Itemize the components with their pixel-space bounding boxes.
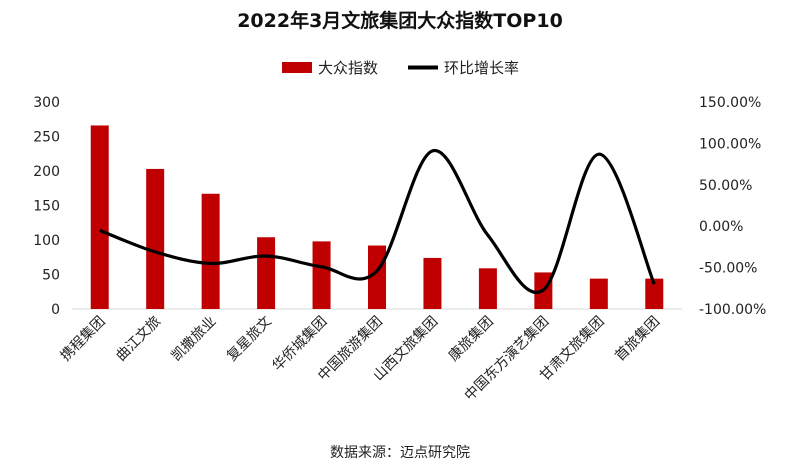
legend: 大众指数 环比增长率 — [282, 59, 519, 77]
x-tick-label: 康旅集团 — [445, 313, 497, 365]
right-tick-label: -50.00% — [699, 261, 757, 277]
left-tick-label: 0 — [51, 302, 60, 318]
x-tick-label: 凯撒旅业 — [169, 314, 220, 365]
left-tick-label: 250 — [33, 130, 60, 146]
x-tick-label: 复星旅文 — [223, 313, 275, 365]
source-note: 数据来源：迈点研究院 — [330, 445, 470, 461]
left-tick-label: 200 — [33, 164, 60, 180]
bar — [90, 125, 109, 310]
bar — [201, 193, 220, 309]
bar — [257, 237, 276, 309]
bar — [146, 168, 165, 309]
x-tick-label: 首旅集团 — [611, 313, 663, 365]
legend-swatch-bar — [282, 62, 312, 73]
legend-label-line: 环比增长率 — [444, 59, 519, 77]
growth-rate-line — [99, 149, 656, 294]
right-tick-label: 100.00% — [699, 136, 761, 152]
bar — [368, 245, 386, 309]
right-tick-label: -100.00% — [699, 302, 766, 318]
left-tick-label: 300 — [33, 95, 60, 111]
chart-title: 2022年3月文旅集团大众指数TOP10 — [237, 9, 563, 32]
legend-label-bar: 大众指数 — [318, 59, 378, 77]
bar — [423, 257, 442, 309]
x-tick-label: 携程集团 — [57, 313, 109, 365]
right-tick-label: 0.00% — [699, 219, 743, 235]
left-axis-ticks: 0 50 100 150 200 250 300 — [33, 95, 60, 318]
right-tick-label: 150.00% — [699, 95, 761, 111]
bar — [478, 268, 497, 309]
left-tick-label: 50 — [42, 268, 60, 284]
bar-series — [90, 125, 664, 310]
line-series — [99, 149, 656, 294]
x-tick-label: 华侨城集团 — [269, 313, 331, 375]
bar — [312, 241, 331, 309]
left-tick-label: 100 — [33, 233, 60, 249]
right-tick-label: 50.00% — [699, 178, 752, 194]
left-tick-label: 150 — [33, 199, 60, 215]
bar — [589, 278, 608, 309]
right-axis-ticks: -100.00% -50.00% 0.00% 50.00% 100.00% 150.00% — [699, 95, 766, 318]
x-tick-label: 曲江文旅 — [113, 314, 164, 365]
bar — [645, 278, 664, 309]
